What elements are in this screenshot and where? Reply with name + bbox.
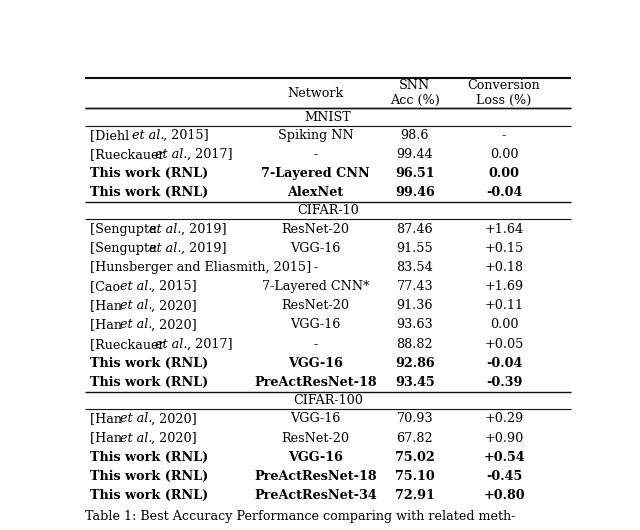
Text: 0.00: 0.00 [488,167,520,180]
Text: VGG-16: VGG-16 [291,412,340,426]
Text: +1.64: +1.64 [484,223,524,235]
Text: et al.: et al. [149,223,182,235]
Text: Network: Network [287,87,344,100]
Text: , 2020]: , 2020] [151,431,196,445]
Text: This work (RNL): This work (RNL) [90,186,208,199]
Text: [Han: [Han [90,412,126,426]
Text: +0.90: +0.90 [484,431,524,445]
Text: VGG-16: VGG-16 [288,357,343,370]
Text: , 2019]: , 2019] [180,242,227,255]
Text: +1.69: +1.69 [484,280,524,293]
Text: This work (RNL): This work (RNL) [90,357,208,370]
Text: , 2020]: , 2020] [151,299,196,312]
Text: et al.: et al. [156,338,188,351]
Text: [Sengupta: [Sengupta [90,223,161,235]
Text: VGG-16: VGG-16 [291,242,340,255]
Text: -: - [314,148,317,161]
Text: -0.04: -0.04 [486,186,522,199]
Text: [Diehl: [Diehl [90,129,133,142]
Text: +0.11: +0.11 [484,299,524,312]
Text: PreActResNet-34: PreActResNet-34 [254,489,377,502]
Text: et al.: et al. [120,299,152,312]
Text: et al.: et al. [120,431,152,445]
Text: 0.00: 0.00 [490,319,518,331]
Text: 67.82: 67.82 [397,431,433,445]
Text: PreActResNet-18: PreActResNet-18 [254,470,377,483]
Text: ResNet-20: ResNet-20 [282,223,349,235]
Text: This work (RNL): This work (RNL) [90,489,208,502]
Text: This work (RNL): This work (RNL) [90,450,208,464]
Text: et al.: et al. [120,319,152,331]
Text: [Rueckauer: [Rueckauer [90,338,168,351]
Text: +0.29: +0.29 [484,412,524,426]
Text: , 2017]: , 2017] [187,148,232,161]
Text: +0.80: +0.80 [483,489,525,502]
Text: 93.45: 93.45 [395,376,435,389]
Text: CIFAR-10: CIFAR-10 [297,205,359,217]
Text: -: - [314,338,317,351]
Text: , 2020]: , 2020] [151,319,196,331]
Text: VGG-16: VGG-16 [288,450,343,464]
Text: et al.: et al. [120,280,152,293]
Text: AlexNet: AlexNet [287,186,344,199]
Text: VGG-16: VGG-16 [291,319,340,331]
Text: 72.91: 72.91 [395,489,435,502]
Text: -0.45: -0.45 [486,470,522,483]
Text: et al.: et al. [120,412,152,426]
Text: 77.43: 77.43 [397,280,433,293]
Text: PreActResNet-18: PreActResNet-18 [254,376,377,389]
Text: This work (RNL): This work (RNL) [90,470,208,483]
Text: , 2015]: , 2015] [151,280,196,293]
Text: 83.54: 83.54 [396,261,433,274]
Text: -: - [502,129,506,142]
Text: 92.86: 92.86 [395,357,435,370]
Text: 93.63: 93.63 [397,319,433,331]
Text: -0.04: -0.04 [486,357,522,370]
Text: 88.82: 88.82 [397,338,433,351]
Text: Table 1: Best Accuracy Performance comparing with related meth-: Table 1: Best Accuracy Performance compa… [85,510,515,523]
Text: [Hunsberger and Eliasmith, 2015]: [Hunsberger and Eliasmith, 2015] [90,261,311,274]
Text: -: - [314,261,317,274]
Text: [Han: [Han [90,431,126,445]
Text: 91.36: 91.36 [397,299,433,312]
Text: 75.02: 75.02 [395,450,435,464]
Text: , 2017]: , 2017] [187,338,232,351]
Text: , 2020]: , 2020] [151,412,196,426]
Text: Conversion
Loss (%): Conversion Loss (%) [468,79,540,107]
Text: This work (RNL): This work (RNL) [90,376,208,389]
Text: [Han: [Han [90,319,126,331]
Text: 98.6: 98.6 [401,129,429,142]
Text: ResNet-20: ResNet-20 [282,431,349,445]
Text: 99.46: 99.46 [395,186,435,199]
Text: , 2019]: , 2019] [180,223,227,235]
Text: 7-Layered CNN: 7-Layered CNN [261,167,370,180]
Text: , 2015]: , 2015] [163,129,209,142]
Text: 7-Layered CNN*: 7-Layered CNN* [262,280,369,293]
Text: 75.10: 75.10 [395,470,435,483]
Text: 96.51: 96.51 [395,167,435,180]
Text: [Rueckauer: [Rueckauer [90,148,168,161]
Text: MNIST: MNIST [305,111,351,123]
Text: ResNet-20: ResNet-20 [282,299,349,312]
Text: 0.00: 0.00 [490,148,518,161]
Text: [Han: [Han [90,299,126,312]
Text: 91.55: 91.55 [396,242,433,255]
Text: 99.44: 99.44 [397,148,433,161]
Text: +0.05: +0.05 [484,338,524,351]
Text: et al.: et al. [149,242,182,255]
Text: +0.18: +0.18 [484,261,524,274]
Text: 70.93: 70.93 [397,412,433,426]
Text: 87.46: 87.46 [397,223,433,235]
Text: Spiking NN: Spiking NN [278,129,353,142]
Text: CIFAR-100: CIFAR-100 [293,394,363,407]
Text: +0.54: +0.54 [483,450,525,464]
Text: et al.: et al. [156,148,188,161]
Text: [Cao: [Cao [90,280,124,293]
Text: [Sengupta: [Sengupta [90,242,161,255]
Text: +0.15: +0.15 [484,242,524,255]
Text: et al.: et al. [131,129,164,142]
Text: -0.39: -0.39 [486,376,522,389]
Text: This work (RNL): This work (RNL) [90,167,208,180]
Text: SNN
Acc (%): SNN Acc (%) [390,79,440,107]
